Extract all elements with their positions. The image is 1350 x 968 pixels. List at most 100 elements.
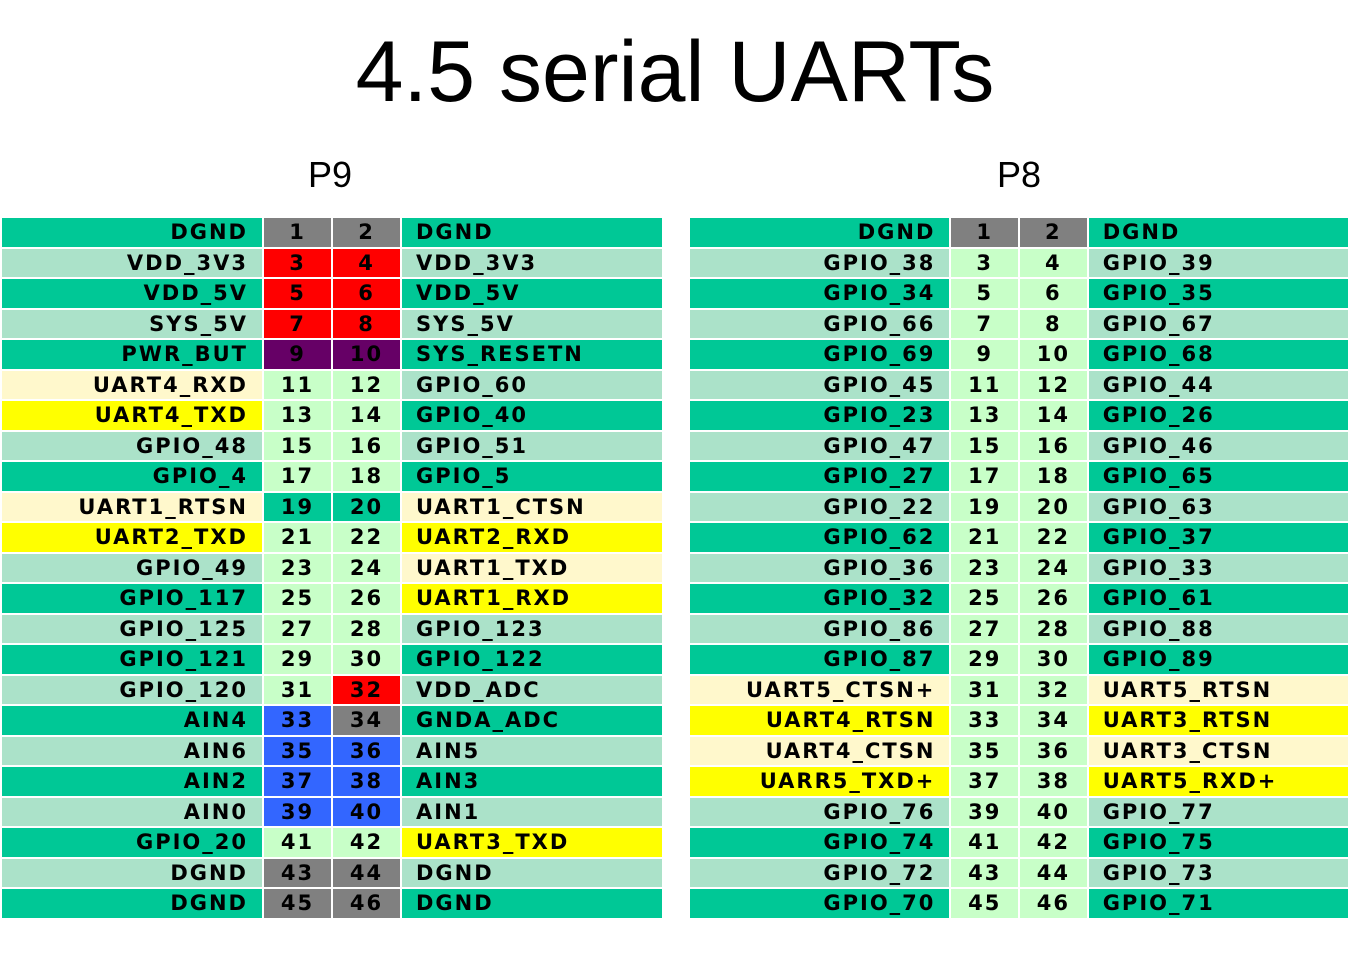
header-label-p8: P8 bbox=[996, 154, 1042, 195]
pin-function-right: VDD_ADC bbox=[400, 673, 664, 706]
pin-number-right: 38 bbox=[1018, 765, 1089, 798]
pin-function-right: UART3_TXD bbox=[400, 826, 664, 859]
pin-function-left: GPIO_47 bbox=[687, 429, 952, 462]
pin-number-right: 34 bbox=[331, 704, 402, 737]
pin-function-left: GPIO_76 bbox=[687, 795, 952, 828]
pin-number-left: 33 bbox=[949, 704, 1021, 737]
pin-row: GPIO_23 13 14 GPIO_26 bbox=[687, 399, 1350, 432]
pin-number-right: 18 bbox=[1018, 460, 1089, 493]
pin-number-right: 10 bbox=[1018, 338, 1089, 371]
pin-row: GPIO_47 15 16 GPIO_46 bbox=[687, 429, 1350, 462]
pin-number-right: 6 bbox=[1018, 277, 1089, 310]
pin-number-left: 11 bbox=[949, 368, 1021, 401]
pin-number-right: 36 bbox=[331, 734, 402, 767]
pin-function-right: VDD_5V bbox=[400, 277, 664, 310]
pin-number-right: 14 bbox=[331, 399, 402, 432]
pin-number-right: 4 bbox=[331, 246, 402, 279]
pin-number-left: 17 bbox=[262, 460, 333, 493]
pin-function-right: GPIO_89 bbox=[1086, 643, 1350, 676]
pin-row: GPIO_38 3 4 GPIO_39 bbox=[687, 246, 1350, 279]
pin-function-right: GPIO_44 bbox=[1086, 368, 1350, 401]
pin-number-left: 41 bbox=[949, 826, 1021, 859]
pin-function-left: UART4_CTSN bbox=[687, 734, 952, 767]
pin-number-right: 24 bbox=[331, 551, 402, 584]
pin-number-left: 37 bbox=[949, 765, 1021, 798]
pin-function-right: GNDA_ADC bbox=[400, 704, 664, 737]
pin-function-left: AIN6 bbox=[0, 734, 264, 767]
pin-number-left: 39 bbox=[262, 795, 333, 828]
pin-number-right: 30 bbox=[331, 643, 402, 676]
pin-number-right: 12 bbox=[331, 368, 402, 401]
pin-number-right: 40 bbox=[1018, 795, 1089, 828]
pin-row: PWR_BUT 9 10 SYS_RESETN bbox=[0, 338, 664, 371]
pin-row: UARR5_TXD+ 37 38 UART5_RXD+ bbox=[687, 765, 1350, 798]
pin-function-right: GPIO_123 bbox=[400, 612, 664, 645]
pin-row: GPIO_48 15 16 GPIO_51 bbox=[0, 429, 664, 462]
pin-function-left: GPIO_22 bbox=[687, 490, 952, 523]
pin-number-left: 9 bbox=[949, 338, 1021, 371]
pin-number-left: 25 bbox=[949, 582, 1021, 615]
pin-number-left: 41 bbox=[262, 826, 333, 859]
pin-function-left: AIN4 bbox=[0, 704, 264, 737]
pin-number-left: 19 bbox=[262, 490, 333, 523]
pin-function-right: AIN5 bbox=[400, 734, 664, 767]
pin-number-left: 43 bbox=[262, 856, 333, 889]
pin-number-right: 22 bbox=[331, 521, 402, 554]
pin-function-left: UART4_RXD bbox=[0, 368, 264, 401]
pin-number-right: 16 bbox=[331, 429, 402, 462]
pin-number-right: 40 bbox=[331, 795, 402, 828]
pin-row: GPIO_120 31 32 VDD_ADC bbox=[0, 673, 664, 706]
pin-function-left: GPIO_34 bbox=[687, 277, 952, 310]
pin-function-left: GPIO_86 bbox=[687, 612, 952, 645]
pin-function-left: GPIO_120 bbox=[0, 673, 264, 706]
pin-function-right: GPIO_71 bbox=[1086, 887, 1350, 920]
pin-function-right: GPIO_67 bbox=[1086, 307, 1350, 340]
pin-number-right: 10 bbox=[331, 338, 402, 371]
pin-number-left: 31 bbox=[262, 673, 333, 706]
pin-row: GPIO_125 27 28 GPIO_123 bbox=[0, 612, 664, 645]
pin-number-left: 29 bbox=[949, 643, 1021, 676]
pin-row: VDD_5V 5 6 VDD_5V bbox=[0, 277, 664, 310]
pin-function-right: GPIO_5 bbox=[400, 460, 664, 493]
pin-number-right: 18 bbox=[331, 460, 402, 493]
pin-number-right: 44 bbox=[331, 856, 402, 889]
pin-function-left: SYS_5V bbox=[0, 307, 264, 340]
pin-row: AIN0 39 40 AIN1 bbox=[0, 795, 664, 828]
pin-function-left: GPIO_66 bbox=[687, 307, 952, 340]
pin-function-left: AIN0 bbox=[0, 795, 264, 828]
pin-row: GPIO_27 17 18 GPIO_65 bbox=[687, 460, 1350, 493]
pin-function-right: UART3_RTSN bbox=[1086, 704, 1350, 737]
page-title: 4.5 serial UARTs bbox=[355, 24, 995, 120]
pin-function-left: GPIO_45 bbox=[687, 368, 952, 401]
pin-number-right: 42 bbox=[1018, 826, 1089, 859]
pin-number-left: 37 bbox=[262, 765, 333, 798]
pin-function-left: GPIO_38 bbox=[687, 246, 952, 279]
pin-row: GPIO_121 29 30 GPIO_122 bbox=[0, 643, 664, 676]
pin-number-right: 26 bbox=[331, 582, 402, 615]
pin-row: AIN4 33 34 GNDA_ADC bbox=[0, 704, 664, 737]
pin-number-left: 21 bbox=[949, 521, 1021, 554]
pin-number-left: 19 bbox=[949, 490, 1021, 523]
pin-number-right: 28 bbox=[1018, 612, 1089, 645]
pin-function-right: GPIO_26 bbox=[1086, 399, 1350, 432]
pin-function-left: GPIO_72 bbox=[687, 856, 952, 889]
pin-row: GPIO_66 7 8 GPIO_67 bbox=[687, 307, 1350, 340]
pin-number-right: 24 bbox=[1018, 551, 1089, 584]
pin-number-right: 16 bbox=[1018, 429, 1089, 462]
pin-function-right: UART2_RXD bbox=[400, 521, 664, 554]
pin-number-left: 45 bbox=[949, 887, 1021, 920]
pin-number-left: 23 bbox=[949, 551, 1021, 584]
pin-number-left: 27 bbox=[262, 612, 333, 645]
pin-function-left: PWR_BUT bbox=[0, 338, 264, 371]
pin-number-left: 27 bbox=[949, 612, 1021, 645]
pin-function-left: GPIO_69 bbox=[687, 338, 952, 371]
pin-row: GPIO_72 43 44 GPIO_73 bbox=[687, 856, 1350, 889]
pin-row: AIN6 35 36 AIN5 bbox=[0, 734, 664, 767]
pin-function-left: GPIO_49 bbox=[0, 551, 264, 584]
pin-function-right: SYS_RESETN bbox=[400, 338, 664, 371]
pin-function-right: GPIO_51 bbox=[400, 429, 664, 462]
pin-function-right: GPIO_88 bbox=[1086, 612, 1350, 645]
pin-function-right: AIN1 bbox=[400, 795, 664, 828]
pin-number-left: 21 bbox=[262, 521, 333, 554]
pin-row: GPIO_76 39 40 GPIO_77 bbox=[687, 795, 1350, 828]
